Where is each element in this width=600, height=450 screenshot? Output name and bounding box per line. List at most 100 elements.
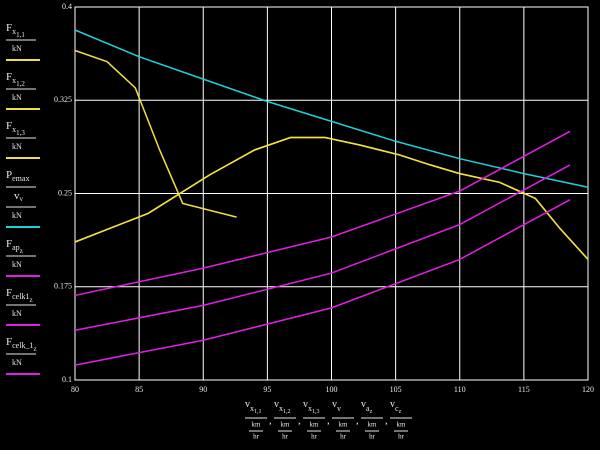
- x-label-unit-top: km: [281, 421, 291, 429]
- y-tick-label: 0.4: [62, 2, 72, 11]
- x-label-name: vaz: [361, 399, 373, 415]
- legend-sub-subscript: 1,2: [16, 80, 25, 88]
- legend-name: F: [6, 238, 12, 250]
- legend-sub-subscript: 1,3: [16, 129, 25, 137]
- legend-entry: Fx1,2 kN: [6, 71, 40, 110]
- x-label-subscript: x: [308, 404, 312, 413]
- plot-frame: [74, 6, 589, 381]
- legend-subscript: ap: [12, 243, 20, 252]
- x-label-subscript: a: [366, 404, 370, 413]
- x-tick-label: 95: [263, 385, 271, 394]
- x-label-name: vcz: [390, 399, 402, 415]
- legend-name: F: [6, 71, 12, 83]
- legend-unit: kN: [12, 93, 22, 102]
- x-label-unit-top: km: [368, 421, 378, 429]
- legend-sub-subscript: z: [20, 247, 23, 255]
- legend-sub-subscript: z: [29, 296, 32, 304]
- x-label-subscript: v: [337, 404, 341, 413]
- x-label-unit-top: km: [397, 421, 407, 429]
- legend-unit: kN: [12, 44, 22, 53]
- series-line: [74, 49, 237, 218]
- x-tick-label: 90: [199, 385, 207, 394]
- x-label-name: v: [303, 399, 308, 410]
- x-label-name: vx1,2: [274, 399, 291, 415]
- x-label-name: vx1,3: [303, 399, 320, 415]
- x-label-separator: ,: [385, 415, 388, 427]
- legend-unit: kN: [12, 309, 22, 318]
- legend-divisor: v: [14, 190, 20, 202]
- x-label-sub-subscript: 1,2: [283, 409, 291, 415]
- x-tick-label: 100: [326, 385, 338, 394]
- x-tick-label: 110: [454, 385, 466, 394]
- legend-name: Fcelk1z: [6, 287, 33, 304]
- x-label-unit-bottom: hr: [398, 433, 405, 441]
- y-tick-label: 0.175: [54, 282, 72, 291]
- series-line: [74, 199, 571, 366]
- legend-unit: kN: [12, 260, 22, 269]
- legend-name: Fcelk_1z: [6, 336, 37, 353]
- x-label-subscript: x: [279, 404, 283, 413]
- x-label-sub-subscript: 1,3: [312, 409, 320, 415]
- legend-entry: Fx1,1 kN: [6, 22, 40, 61]
- legend-unit: kN: [12, 142, 22, 151]
- legend-name: Fapz: [6, 238, 23, 255]
- legend-entry: Fcelk_1z kN: [6, 336, 40, 375]
- x-label-separator: ,: [327, 415, 330, 427]
- series-line: [74, 136, 589, 260]
- legend-sub-subscript: 1,1: [16, 31, 25, 39]
- x-label-sub-subscript: 1,1: [254, 409, 262, 415]
- x-label-sub-subscript: z: [370, 409, 373, 415]
- legend-subscript: celk_1: [12, 341, 33, 350]
- x-label-sub-subscript: z: [399, 409, 402, 415]
- x-tick-label: 105: [390, 385, 402, 394]
- legend-name: F: [6, 287, 12, 299]
- x-label-name: v: [245, 399, 250, 410]
- x-label-unit-top: km: [339, 421, 349, 429]
- legend-entry: Pemax vv kN: [6, 169, 40, 228]
- x-label-unit-bottom: hr: [253, 433, 260, 441]
- x-label-name: v: [274, 399, 279, 410]
- legend-subscript: x: [12, 27, 16, 36]
- x-label-unit-bottom: hr: [311, 433, 318, 441]
- legend-entry: Fx1,3 kN: [6, 120, 40, 159]
- x-tick-label: 80: [71, 385, 79, 394]
- x-label-name: v: [332, 399, 337, 410]
- legend-subscript: emax: [12, 174, 29, 183]
- x-label-separator: ,: [298, 415, 301, 427]
- legend-unit: kN: [12, 211, 22, 220]
- x-label-unit-top: km: [310, 421, 320, 429]
- x-label-unit-bottom: hr: [340, 433, 347, 441]
- x-label-unit-bottom: hr: [369, 433, 376, 441]
- legend-subscript: celk1: [12, 292, 29, 301]
- legend-name: F: [6, 22, 12, 34]
- x-label-unit-bottom: hr: [282, 433, 289, 441]
- x-label-unit-top: km: [252, 421, 262, 429]
- y-tick-label: 0.25: [58, 188, 72, 197]
- legend-name: Fx1,3: [6, 120, 25, 137]
- x-label-name: vx1,1: [245, 399, 262, 415]
- legend-name: Pemax: [6, 169, 29, 183]
- series-line: [74, 130, 571, 297]
- y-tick-label: 0.325: [54, 95, 72, 104]
- legend-subscript: x: [12, 76, 16, 85]
- x-label-subscript: c: [395, 404, 399, 413]
- legend-name: Fx1,2: [6, 71, 25, 88]
- legend-name: P: [6, 169, 12, 181]
- x-label-name: vv: [332, 399, 341, 413]
- legend-divisor: vv: [14, 190, 24, 203]
- series-line: [74, 164, 571, 332]
- y-tick-label: 0.1: [62, 375, 72, 384]
- legend-name: F: [6, 336, 12, 348]
- x-tick-label: 85: [135, 385, 143, 394]
- x-label-name: v: [361, 399, 366, 410]
- legend-entry: Fapz kN: [6, 238, 40, 277]
- x-tick-label: 115: [518, 385, 530, 394]
- x-label-subscript: x: [250, 404, 254, 413]
- legend-divisor-subscript: v: [20, 195, 24, 203]
- legend-name: Fx1,1: [6, 22, 25, 39]
- x-label-name: v: [390, 399, 395, 410]
- legend-unit: kN: [12, 358, 22, 367]
